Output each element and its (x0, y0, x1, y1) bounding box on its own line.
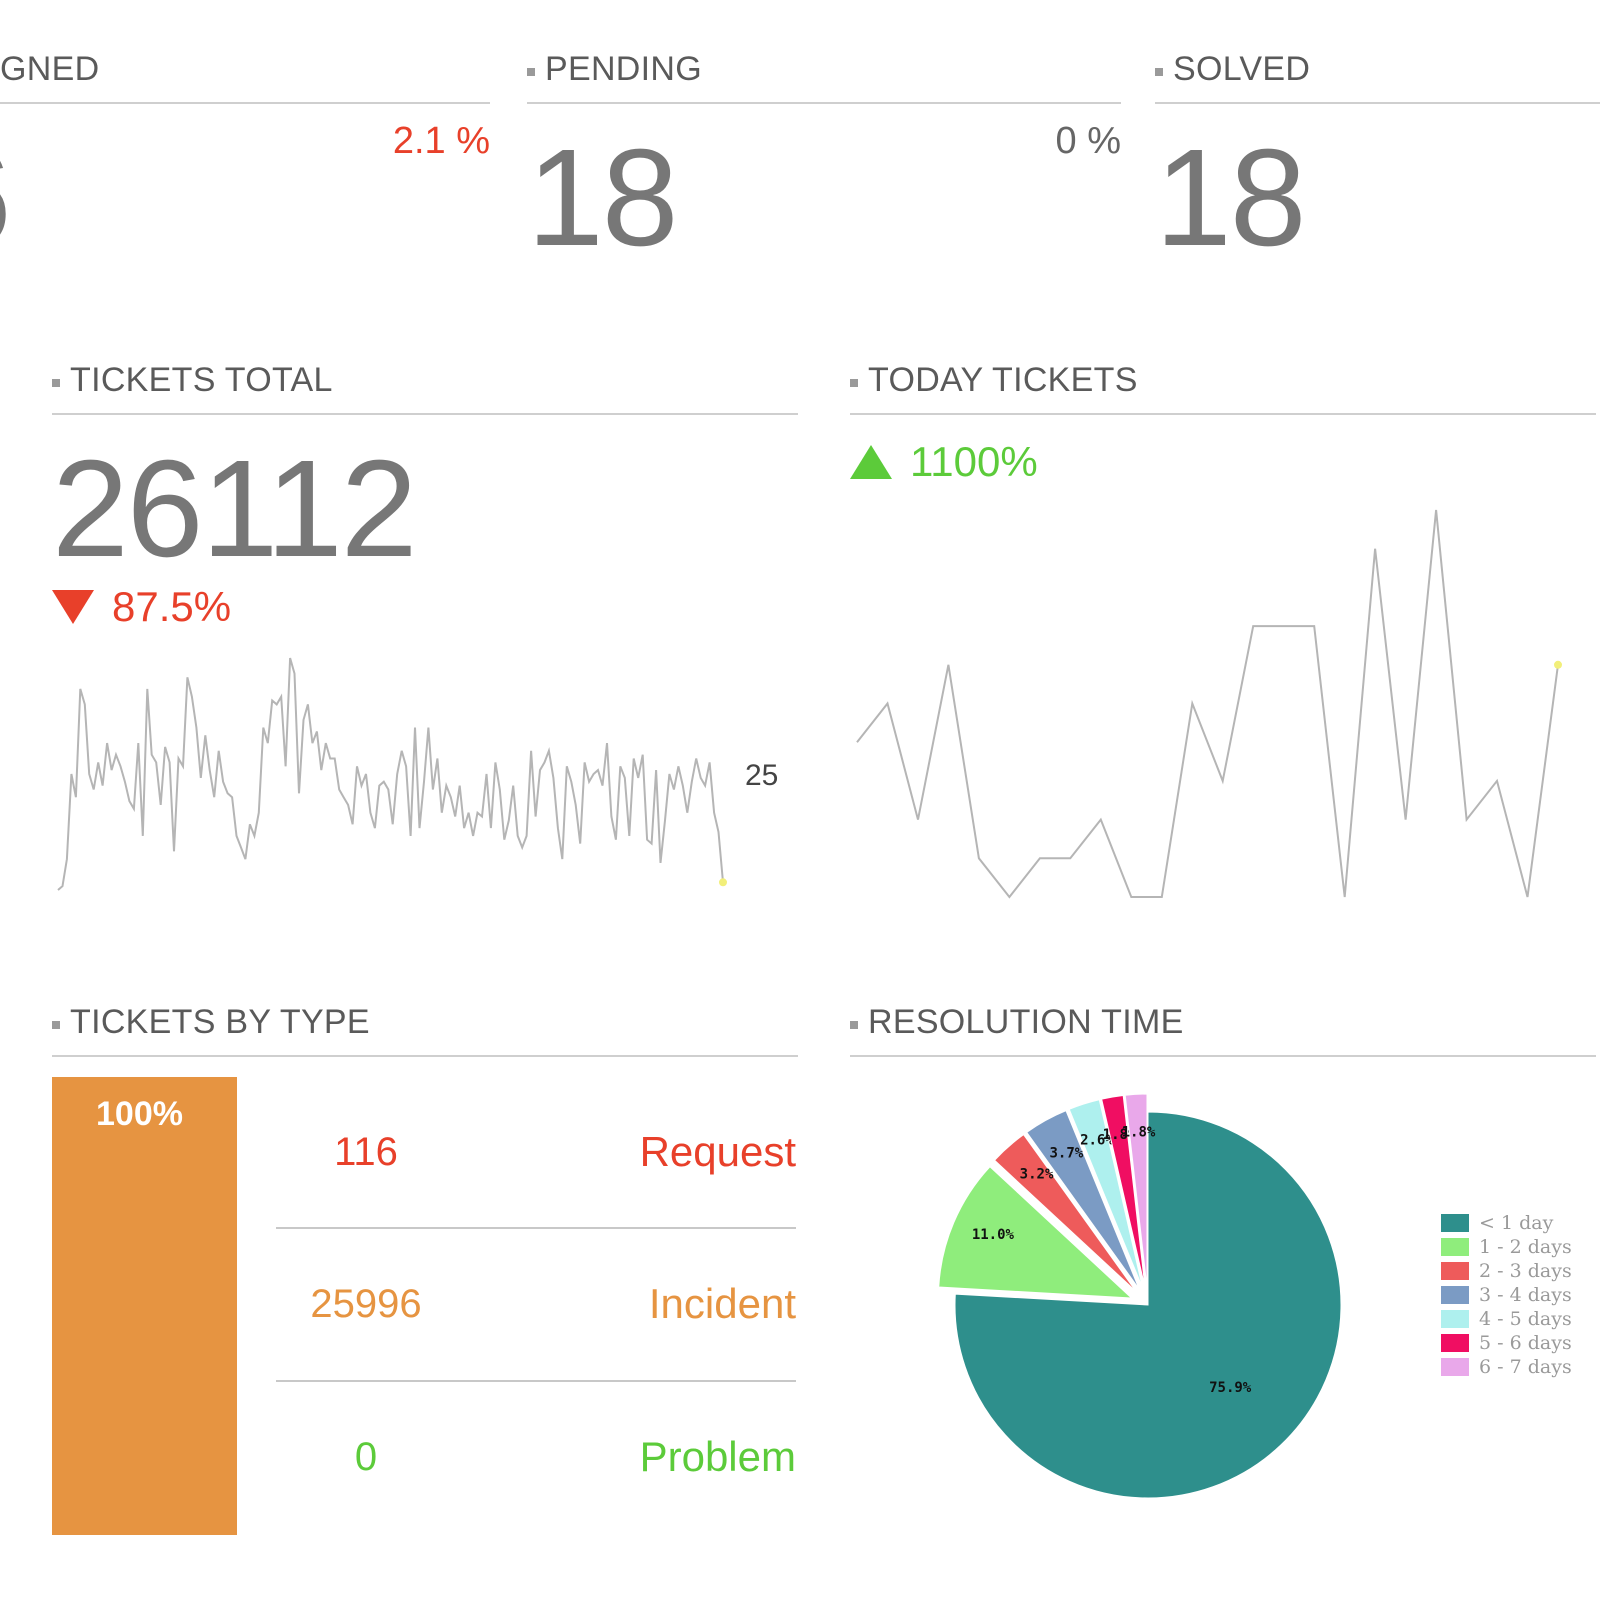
legend-swatch (1441, 1262, 1469, 1280)
pie-slice-0 (954, 1111, 1342, 1499)
today-tickets-header: TODAY TICKETS (850, 353, 1596, 415)
today-tickets-panel: TODAY TICKETS 1100% (850, 353, 1596, 913)
today-tickets-sparkline-line (856, 509, 1559, 899)
legend-item: 3 - 4 days (1441, 1283, 1572, 1307)
kpi-solved-panel: SOLVED 18 (1155, 42, 1600, 302)
header-square-icon (52, 1021, 60, 1029)
kpi-solved-header: SOLVED (1155, 42, 1600, 104)
today-tickets-sparkline-last-point (1554, 660, 1562, 669)
legend-label: 4 - 5 days (1479, 1308, 1572, 1330)
kpi-assigned-panel: GNED 6 2.1 % (0, 42, 490, 302)
tickets-by-type-panel: TICKETS BY TYPE 100% 116 Request 25996 I… (52, 995, 798, 1535)
pie-slice-6 (1124, 1093, 1148, 1288)
pie-label-0: 75.9% (1209, 1380, 1252, 1396)
legend-item: 4 - 5 days (1441, 1307, 1572, 1331)
trend-down-icon (52, 590, 94, 624)
pie-label-2: 3.2% (1020, 1167, 1054, 1183)
pie-label-3: 3.7% (1049, 1146, 1083, 1162)
kpi-assigned-pct: 2.1 % (392, 120, 490, 162)
tickets-by-type-title: TICKETS BY TYPE (70, 1003, 370, 1041)
tickets-total-trend-pct: 87.5% (112, 583, 232, 630)
legend-item: < 1 day (1441, 1211, 1572, 1235)
header-square-icon (850, 1021, 858, 1029)
kpi-solved-title: SOLVED (1173, 50, 1311, 88)
type-name-request: Request (639, 1128, 796, 1175)
type-row-problem: 0 Problem (276, 1380, 796, 1532)
pie-slice-4 (1068, 1099, 1144, 1289)
kpi-pending-header: PENDING (527, 42, 1121, 104)
header-square-icon (527, 68, 535, 76)
type-count-incident: 25996 (310, 1281, 422, 1326)
header-square-icon (850, 379, 858, 387)
legend-label: 1 - 2 days (1479, 1236, 1572, 1258)
tickets-total-last-value: 25 (745, 759, 779, 792)
tickets-total-header: TICKETS TOTAL (52, 353, 798, 415)
legend-swatch (1441, 1214, 1469, 1232)
kpi-pending-panel: PENDING 18 0 % (527, 42, 1121, 302)
kpi-assigned-value: 6 (0, 129, 12, 267)
resolution-time-title: RESOLUTION TIME (868, 1003, 1184, 1041)
type-count-request: 116 (334, 1129, 398, 1174)
legend-swatch (1441, 1310, 1469, 1328)
header-square-icon (52, 379, 60, 387)
today-tickets-title: TODAY TICKETS (868, 361, 1138, 399)
type-name-problem: Problem (639, 1433, 796, 1480)
pie-label-6: 1.8% (1122, 1125, 1156, 1141)
pie-slice-3 (1026, 1110, 1140, 1290)
tickets-total-trend: 87.5% (52, 586, 231, 628)
type-bar: 100% (52, 1077, 237, 1535)
pie-slice-1 (938, 1166, 1133, 1299)
kpi-pending-pct: 0 % (1055, 120, 1121, 162)
pie-label-1: 11.0% (972, 1227, 1015, 1243)
trend-up-icon (850, 445, 892, 479)
resolution-time-header: RESOLUTION TIME (850, 995, 1596, 1057)
legend-label: 3 - 4 days (1479, 1284, 1572, 1306)
legend-swatch (1441, 1238, 1469, 1256)
legend-label: 2 - 3 days (1479, 1260, 1572, 1282)
legend-swatch (1441, 1358, 1469, 1376)
type-bar-label: 100% (96, 1095, 183, 1133)
legend-swatch (1441, 1286, 1469, 1304)
tickets-total-value: 26112 (52, 432, 418, 586)
header-square-icon (1155, 68, 1163, 76)
legend-item: 1 - 2 days (1441, 1235, 1572, 1259)
legend-label: 5 - 6 days (1479, 1332, 1572, 1354)
legend-swatch (1441, 1334, 1469, 1352)
pie-label-4: 2.6% (1080, 1132, 1114, 1148)
type-row-request: 116 Request (276, 1077, 796, 1227)
legend-label: < 1 day (1479, 1212, 1554, 1234)
legend-item: 6 - 7 days (1441, 1355, 1572, 1379)
legend-label: 6 - 7 days (1479, 1356, 1572, 1378)
kpi-assigned-header: GNED (0, 42, 490, 104)
kpi-pending-value: 18 (527, 121, 678, 275)
legend-item: 2 - 3 days (1441, 1259, 1572, 1283)
today-tickets-trend: 1100% (850, 441, 1038, 483)
kpi-assigned-title: GNED (0, 50, 100, 88)
tickets-by-type-header: TICKETS BY TYPE (52, 995, 798, 1057)
tickets-total-sparkline-last-point (719, 878, 727, 887)
tickets-total-panel: TICKETS TOTAL 26112 87.5% 25 (52, 353, 798, 913)
pie-label-5: 1.8% (1103, 1127, 1137, 1143)
legend-item: 5 - 6 days (1441, 1331, 1572, 1355)
kpi-pending-title: PENDING (545, 50, 703, 88)
today-tickets-trend-pct: 1100% (910, 438, 1038, 485)
resolution-time-panel: RESOLUTION TIME (850, 995, 1596, 1057)
pie-slice-5 (1101, 1094, 1146, 1288)
tickets-total-sparkline-line (57, 657, 724, 891)
type-name-incident: Incident (648, 1280, 796, 1327)
resolution-time-legend: < 1 day 1 - 2 days 2 - 3 days 3 - 4 days 4 -… (1441, 1211, 1572, 1379)
kpi-solved-value: 18 (1155, 121, 1306, 275)
pie-slice-2 (993, 1133, 1137, 1292)
tickets-total-title: TICKETS TOTAL (70, 361, 333, 399)
type-row-incident: 25996 Incident (276, 1227, 796, 1379)
type-count-problem: 0 (354, 1434, 378, 1479)
